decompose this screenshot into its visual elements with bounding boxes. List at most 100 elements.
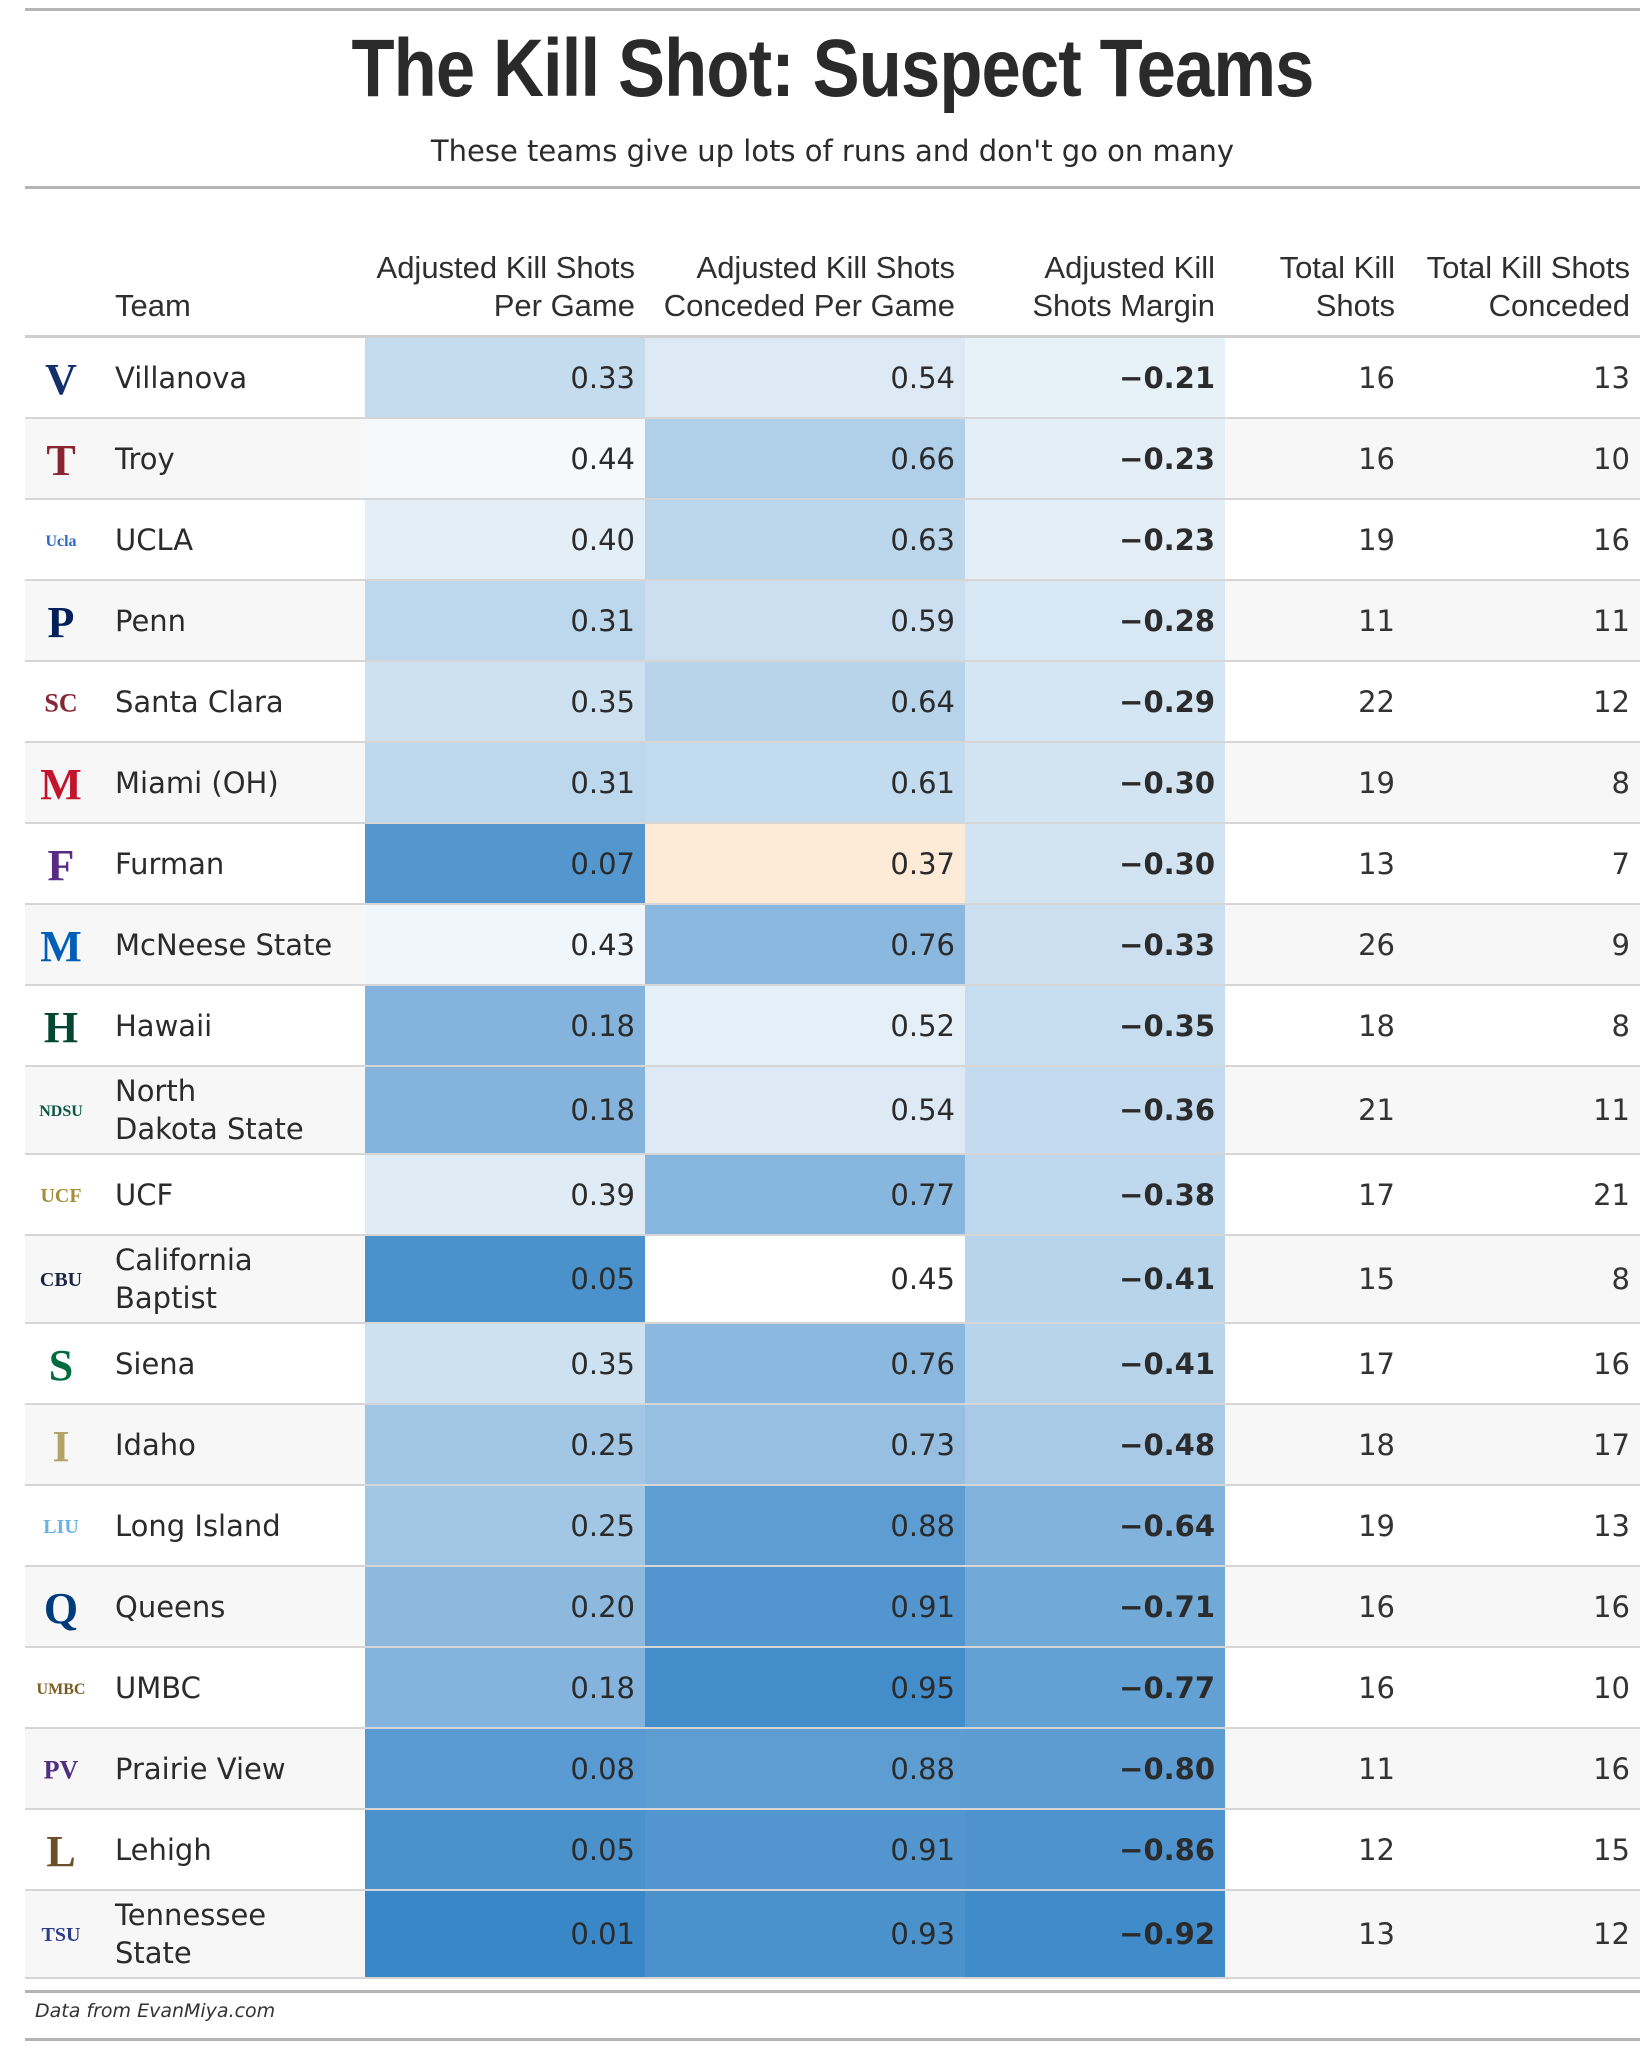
cell-total: 11 <box>1225 1728 1405 1810</box>
cell-adj-per-game: 0.18 <box>365 985 645 1067</box>
cell-adj-conceded: 0.76 <box>645 904 965 986</box>
svg-text:T: T <box>46 435 75 484</box>
svg-text:Ucla: Ucla <box>45 532 76 549</box>
cell-adj-margin: −0.41 <box>965 1323 1225 1405</box>
svg-text:UCF: UCF <box>40 1185 81 1207</box>
cell-adj-margin: −0.71 <box>965 1566 1225 1648</box>
cell-total: 22 <box>1225 661 1405 743</box>
cell-total: 15 <box>1225 1235 1405 1324</box>
cell-adj-conceded: 0.59 <box>645 580 965 662</box>
column-header-team: Team <box>25 190 365 338</box>
cell-adj-margin: −0.86 <box>965 1809 1225 1891</box>
cell-total: 19 <box>1225 499 1405 581</box>
cell-total: 12 <box>1225 1809 1405 1891</box>
table-row: P Penn 0.31 0.59 −0.28 11 11 <box>25 580 1640 662</box>
umbc-logo: UMBC <box>37 1680 86 1697</box>
team-cell: PV Prairie View <box>25 1728 365 1810</box>
cell-adj-per-game: 0.31 <box>365 742 645 824</box>
cell-adj-conceded: 0.93 <box>645 1890 965 1979</box>
cell-adj-margin: −0.33 <box>965 904 1225 986</box>
team-name: Penn <box>115 603 187 638</box>
cell-adj-conceded: 0.52 <box>645 985 965 1067</box>
penn-logo: P <box>48 597 75 646</box>
table-row: Q Queens 0.20 0.91 −0.71 16 16 <box>25 1566 1640 1648</box>
cell-adj-margin: −0.30 <box>965 742 1225 824</box>
cell-total-conceded: 8 <box>1405 985 1640 1067</box>
header-row: Team Adjusted Kill Shots Per Game Adjust… <box>25 190 1640 338</box>
team-name: Miami (OH) <box>115 765 279 800</box>
table-row: SC Santa Clara 0.35 0.64 −0.29 22 12 <box>25 661 1640 743</box>
table-row: TSU Tennessee State 0.01 0.93 −0.92 13 12 <box>25 1890 1640 1979</box>
cell-adj-conceded: 0.64 <box>645 661 965 743</box>
cell-total-conceded: 8 <box>1405 1235 1640 1324</box>
cell-adj-conceded: 0.54 <box>645 1066 965 1155</box>
cell-adj-per-game: 0.31 <box>365 580 645 662</box>
cell-total: 13 <box>1225 1890 1405 1979</box>
cell-adj-per-game: 0.05 <box>365 1809 645 1891</box>
top-rule <box>25 8 1640 11</box>
cell-total-conceded: 21 <box>1405 1154 1640 1236</box>
table-row: M McNeese State 0.43 0.76 −0.33 26 9 <box>25 904 1640 986</box>
cell-adj-conceded: 0.76 <box>645 1323 965 1405</box>
column-header-adj-per-game: Adjusted Kill Shots Per Game <box>365 190 645 338</box>
ucla-logo: Ucla <box>45 532 76 549</box>
team-name: Villanova <box>115 360 248 395</box>
cell-adj-conceded: 0.37 <box>645 823 965 905</box>
table-row: H Hawaii 0.18 0.52 −0.35 18 8 <box>25 985 1640 1067</box>
cell-adj-per-game: 0.44 <box>365 418 645 500</box>
svg-text:M: M <box>40 921 82 970</box>
idaho-logo: I <box>52 1421 69 1470</box>
cell-adj-conceded: 0.77 <box>645 1154 965 1236</box>
cell-total-conceded: 16 <box>1405 499 1640 581</box>
team-cell: Ucla UCLA <box>25 499 365 581</box>
cell-total: 21 <box>1225 1066 1405 1155</box>
team-name: Idaho <box>115 1427 196 1462</box>
kill-shot-table: Team Adjusted Kill Shots Per Game Adjust… <box>25 190 1640 1979</box>
cell-adj-conceded: 0.88 <box>645 1728 965 1810</box>
cell-total: 19 <box>1225 742 1405 824</box>
cell-adj-per-game: 0.05 <box>365 1235 645 1324</box>
table-row: NDSU North Dakota State 0.18 0.54 −0.36 21 11 <box>25 1066 1640 1155</box>
cell-adj-margin: −0.30 <box>965 823 1225 905</box>
column-header-adj-margin: Adjusted Kill Shots Margin <box>965 190 1225 338</box>
cell-adj-per-game: 0.18 <box>365 1066 645 1155</box>
svg-text:F: F <box>48 840 75 889</box>
cell-adj-per-game: 0.25 <box>365 1404 645 1486</box>
cell-total-conceded: 13 <box>1405 1485 1640 1567</box>
cell-adj-conceded: 0.63 <box>645 499 965 581</box>
svg-text:L: L <box>46 1826 75 1875</box>
cell-total: 18 <box>1225 985 1405 1067</box>
cell-total-conceded: 9 <box>1405 904 1640 986</box>
team-name: Siena <box>115 1346 196 1381</box>
table-row: F Furman 0.07 0.37 −0.30 13 7 <box>25 823 1640 905</box>
cell-adj-per-game: 0.43 <box>365 904 645 986</box>
svg-text:M: M <box>40 759 82 808</box>
cell-total-conceded: 10 <box>1405 418 1640 500</box>
team-cell: H Hawaii <box>25 985 365 1067</box>
team-name: Hawaii <box>115 1008 213 1043</box>
team-cell: NDSU North Dakota State <box>25 1066 365 1155</box>
team-cell: V Villanova <box>25 336 365 419</box>
cell-adj-per-game: 0.18 <box>365 1647 645 1729</box>
cell-total: 16 <box>1225 1647 1405 1729</box>
team-cell: P Penn <box>25 580 365 662</box>
cell-adj-margin: −0.29 <box>965 661 1225 743</box>
cell-adj-margin: −0.23 <box>965 499 1225 581</box>
cell-total-conceded: 12 <box>1405 1890 1640 1979</box>
tsu-logo: TSU <box>42 1924 81 1946</box>
team-name: Lehigh <box>115 1832 212 1867</box>
svg-text:V: V <box>45 354 77 403</box>
team-cell: UMBC UMBC <box>25 1647 365 1729</box>
chart-title: The Kill Shot: Suspect Teams <box>351 23 1314 114</box>
svg-text:S: S <box>49 1340 73 1389</box>
cell-adj-conceded: 0.45 <box>645 1235 965 1324</box>
cell-total-conceded: 12 <box>1405 661 1640 743</box>
table-row: S Siena 0.35 0.76 −0.41 17 16 <box>25 1323 1640 1405</box>
team-name: Long Island <box>115 1508 281 1543</box>
cell-adj-conceded: 0.73 <box>645 1404 965 1486</box>
cell-adj-per-game: 0.08 <box>365 1728 645 1810</box>
team-cell: UCF UCF <box>25 1154 365 1236</box>
pvamu-logo: PV <box>44 1755 79 1784</box>
footer-rule <box>25 1990 1640 1993</box>
cell-adj-per-game: 0.35 <box>365 661 645 743</box>
